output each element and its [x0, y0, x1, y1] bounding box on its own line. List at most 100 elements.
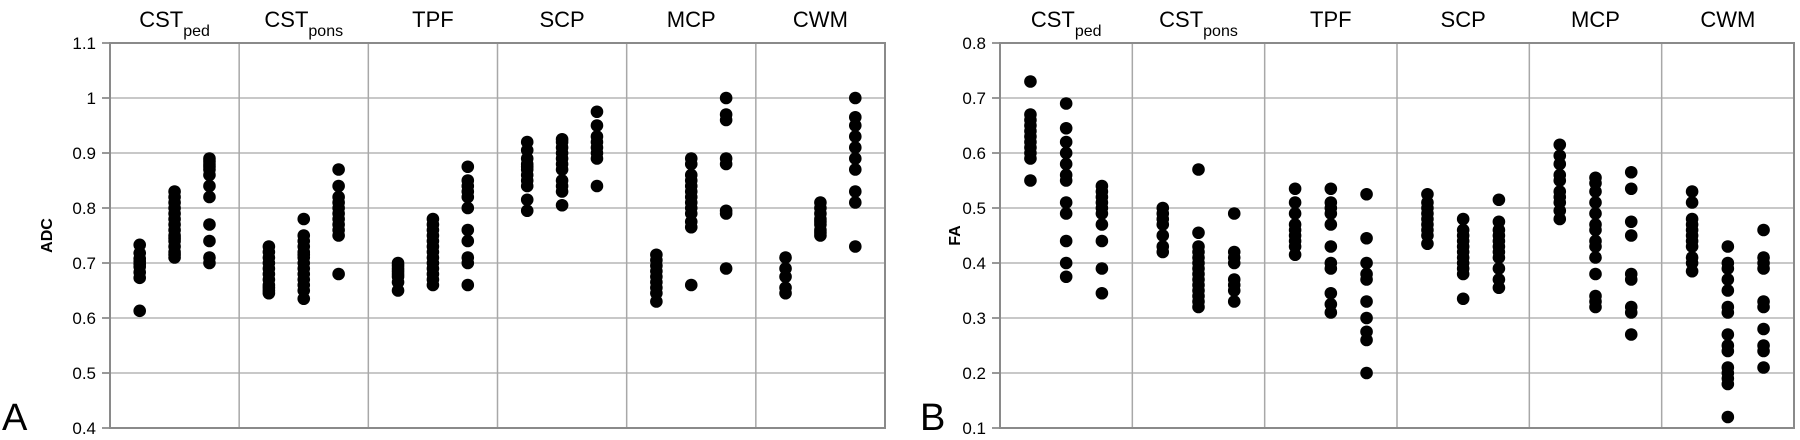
data-point	[1288, 207, 1302, 220]
data-point	[1059, 256, 1073, 270]
data-point	[1589, 207, 1602, 220]
data-point	[133, 304, 147, 318]
category-label: CSTpons	[264, 7, 343, 40]
data-point	[848, 185, 862, 198]
data-point	[684, 152, 698, 165]
panel-letter: B	[920, 397, 945, 439]
data-point	[1624, 165, 1638, 179]
data-point	[1624, 300, 1638, 314]
data-point	[1227, 273, 1241, 286]
panel-A: 0.4 0.5 0.6 0.7 0.8 0.9 1 1.1 CSTped CSTpons TPF SC…	[2, 7, 886, 439]
data-point	[555, 174, 569, 187]
data-point	[1492, 273, 1506, 286]
data-point	[590, 130, 604, 143]
data-point	[203, 218, 216, 231]
data-point	[1685, 185, 1699, 198]
y-tick-label: 1	[87, 89, 96, 108]
data-point	[590, 119, 604, 132]
y-tick-label: 0.8	[962, 34, 986, 53]
data-point	[1192, 163, 1205, 176]
data-point	[520, 135, 534, 149]
data-point	[1059, 270, 1073, 284]
data-point	[555, 198, 569, 212]
data-point	[719, 152, 733, 165]
y-tick-label: 0.7	[72, 254, 96, 273]
data-point	[779, 262, 792, 275]
data-point	[1492, 193, 1506, 207]
data-point	[1721, 328, 1735, 341]
y-tick-label: 0.4	[72, 419, 96, 438]
data-point	[203, 190, 216, 204]
data-point	[1589, 289, 1602, 303]
data-point	[1156, 229, 1170, 242]
y-tick-label: 0.1	[962, 419, 986, 438]
category-label: SCP	[539, 7, 584, 32]
data-point	[1360, 256, 1373, 270]
data-point	[461, 201, 475, 215]
data-point	[1589, 171, 1602, 185]
data-point	[1288, 218, 1302, 231]
category-label: MCP	[1571, 7, 1620, 32]
y-tick-label: 0.5	[962, 199, 986, 218]
data-point	[1553, 168, 1567, 182]
data-point	[1685, 251, 1699, 264]
data-point	[1721, 240, 1735, 253]
data-point	[779, 281, 792, 295]
data-point	[1456, 212, 1470, 226]
y-tick-label: 0.8	[72, 199, 96, 218]
y-axis-label: FA	[947, 225, 964, 246]
data-point	[1685, 212, 1699, 226]
data-point	[1095, 234, 1109, 248]
data-point	[1059, 168, 1073, 182]
data-point	[1721, 361, 1735, 374]
data-point	[1095, 286, 1109, 300]
y-tick-label: 0.3	[962, 309, 986, 328]
category-label: TPF	[412, 7, 454, 32]
panel-B: 0.1 0.2 0.3 0.4 0.5 0.6 0.7 0.8 CSTped CSTpons TPF…	[920, 7, 1795, 439]
category-label: CSTpons	[1159, 7, 1238, 40]
data-point	[1360, 295, 1373, 308]
data-point	[262, 240, 276, 253]
y-tick-label: 0.6	[72, 309, 96, 328]
data-point	[1024, 108, 1037, 121]
data-point	[520, 193, 534, 207]
data-point	[203, 251, 216, 264]
data-point	[1421, 187, 1434, 201]
data-point	[1192, 226, 1205, 240]
category-label: SCP	[1441, 7, 1486, 32]
data-point	[684, 278, 698, 292]
data-point	[1492, 215, 1506, 229]
data-point	[1589, 196, 1602, 209]
data-point	[332, 163, 345, 176]
data-point	[1757, 361, 1770, 374]
category-label: MCP	[667, 7, 716, 32]
data-point	[1324, 182, 1338, 196]
data-point	[1059, 135, 1073, 149]
data-point	[1553, 138, 1567, 152]
data-point	[779, 251, 792, 264]
data-point	[133, 238, 147, 252]
data-point	[1059, 146, 1073, 160]
data-point	[297, 212, 311, 226]
data-point	[1324, 240, 1338, 253]
data-point	[1721, 339, 1735, 352]
y-tick-label: 0.5	[72, 364, 96, 383]
data-point	[848, 110, 862, 124]
data-point	[332, 267, 345, 281]
data-point	[1227, 207, 1241, 220]
data-point	[1059, 157, 1073, 171]
data-point	[848, 163, 862, 176]
data-point	[461, 223, 475, 237]
data-point	[1059, 207, 1073, 220]
data-point	[1624, 267, 1638, 281]
data-point	[1757, 295, 1770, 308]
data-point	[1288, 182, 1302, 196]
data-point	[426, 212, 440, 226]
data-point	[1492, 262, 1506, 275]
y-axis-label: ADC	[39, 218, 56, 253]
data-point	[719, 262, 733, 275]
data-point	[1624, 215, 1638, 229]
data-point	[848, 91, 862, 105]
y-tick-label: 0.6	[962, 144, 986, 163]
data-point	[719, 91, 733, 105]
